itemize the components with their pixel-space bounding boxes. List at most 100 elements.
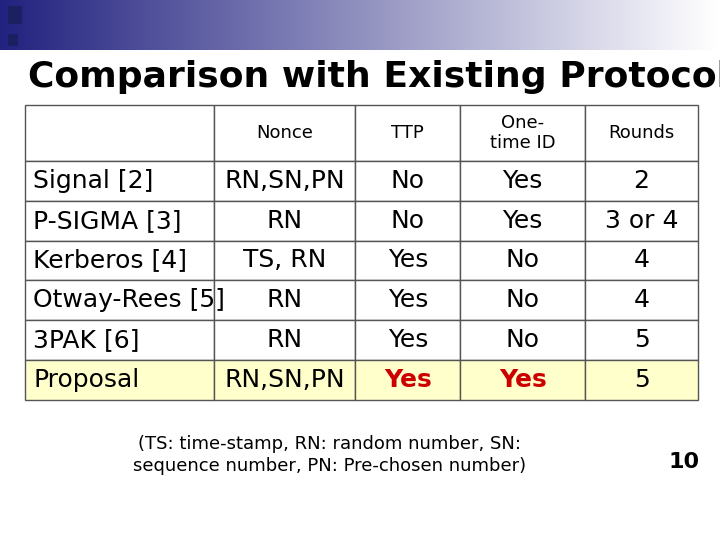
Bar [430,0,431,50]
Bar [181,0,182,50]
Bar [561,0,562,50]
Bar [410,0,411,50]
Bar [537,0,538,50]
Bar [367,0,368,50]
Bar [661,0,662,50]
Bar [370,0,371,50]
Bar [16,0,17,50]
Bar [259,0,260,50]
Bar [707,0,708,50]
Bar [715,0,716,50]
Text: 5: 5 [634,368,649,392]
Bar [352,0,353,50]
Bar [270,0,271,50]
Bar [344,0,345,50]
Bar [112,0,113,50]
Bar [625,0,626,50]
Bar [516,0,517,50]
Bar [114,0,115,50]
Bar [130,0,131,50]
Bar [611,0,612,50]
Bar [62,0,63,50]
Bar [252,0,253,50]
Bar [173,0,174,50]
Bar [104,0,105,50]
Bar [225,0,226,50]
Bar [623,0,624,50]
Bar [688,0,689,50]
Bar [308,0,309,50]
Bar [464,0,465,50]
Bar [406,0,407,50]
Bar [425,0,426,50]
Bar [322,0,323,50]
Bar [171,0,172,50]
Bar [215,360,356,400]
Bar [229,0,230,50]
Bar [357,0,358,50]
Bar [69,0,70,50]
Bar [356,240,460,280]
Bar [447,0,448,50]
Bar [248,0,249,50]
Bar [245,0,246,50]
Bar [413,0,414,50]
Bar [22,0,23,50]
Bar [280,0,281,50]
Bar [693,0,694,50]
Bar [149,0,150,50]
Bar [25,161,215,201]
Bar [305,0,306,50]
Bar [374,0,375,50]
Bar [487,0,488,50]
Bar [37,0,38,50]
Bar [20,0,21,50]
Bar [11,0,12,50]
Text: No: No [505,328,540,352]
Bar [126,0,127,50]
Bar [311,0,312,50]
Bar [81,0,82,50]
Bar [196,0,197,50]
Bar [372,0,373,50]
Text: No: No [505,288,540,312]
Bar [404,0,405,50]
Bar [116,0,117,50]
Bar [562,0,563,50]
Bar [449,0,450,50]
Bar [402,0,403,50]
Bar [345,0,346,50]
Bar [650,0,651,50]
Bar [267,0,268,50]
Bar [651,0,652,50]
Bar [184,0,185,50]
Bar [160,0,161,50]
Bar [23,0,24,50]
Bar [77,0,78,50]
Bar [351,0,352,50]
Bar [48,0,49,50]
Bar [432,0,433,50]
Bar [672,0,673,50]
Bar [580,0,581,50]
Bar [265,0,266,50]
Bar [332,0,333,50]
Bar [329,0,330,50]
Bar [571,0,572,50]
Bar [683,0,684,50]
Bar [341,0,342,50]
Bar [493,0,494,50]
Bar [619,0,620,50]
Bar [667,0,668,50]
Bar [242,0,243,50]
Bar [92,0,93,50]
Bar [514,0,515,50]
Bar [539,0,540,50]
Bar [346,0,347,50]
Bar [170,0,171,50]
Bar [645,0,646,50]
Bar [389,0,390,50]
Bar [288,0,289,50]
Bar [283,0,284,50]
Bar [272,0,273,50]
